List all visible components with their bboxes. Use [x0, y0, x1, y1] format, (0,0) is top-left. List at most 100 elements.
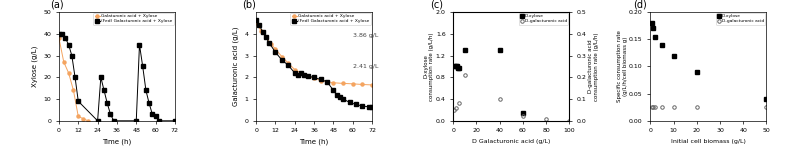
(Fed) Galacturonic acid + Xylose: [264, 42, 274, 43]
(Fed) Galacturonic acid + Xylose: [74, 100, 83, 102]
(Fed) Galacturonic acid + Xylose: [296, 72, 306, 74]
(Fed) Galacturonic acid + Xylose: [255, 24, 264, 26]
Galaturonic acid + Xylose: [83, 120, 93, 122]
(Fed) Galacturonic acid + Xylose: [138, 66, 148, 67]
X-axis label: Time (h): Time (h): [102, 139, 131, 146]
Line: (Fed) Galacturonic acid + Xylose: (Fed) Galacturonic acid + Xylose: [57, 32, 176, 122]
Galaturonic acid + Xylose: [74, 116, 83, 117]
(Fed) Galacturonic acid + Xylose: [141, 89, 151, 91]
Galaturonic acid + Xylose: [277, 56, 287, 58]
X-axis label: D Galacturonic acid (g/L): D Galacturonic acid (g/L): [472, 139, 550, 144]
D-xylose: [495, 49, 505, 51]
Legend: Galaturonic acid + Xylose, (Fed) Galacturonic acid + Xylose: Galaturonic acid + Xylose, (Fed) Galactu…: [94, 13, 174, 24]
(Fed) Galacturonic acid + Xylose: [358, 105, 367, 107]
(Fed) Galacturonic acid + Xylose: [171, 120, 180, 122]
(Fed) Galacturonic acid + Xylose: [290, 72, 299, 74]
D-galacturonic acid: [647, 106, 656, 108]
D-galacturonic acid: [564, 120, 574, 122]
Y-axis label: Galacturonic acid (g/L): Galacturonic acid (g/L): [233, 27, 239, 106]
(Fed) Galacturonic acid + Xylose: [252, 19, 261, 21]
D-xylose: [451, 66, 461, 67]
D-galacturonic acid: [450, 109, 459, 111]
D-galacturonic acid: [650, 106, 659, 108]
(Fed) Galacturonic acid + Xylose: [351, 104, 361, 105]
D-galacturonic acid: [762, 106, 771, 108]
Text: (a): (a): [50, 0, 64, 10]
D-xylose: [454, 67, 464, 68]
Y-axis label: Specific consumption rate
(g/L/h/cell biomass g): Specific consumption rate (g/L/h/cell bi…: [617, 31, 627, 102]
(Fed) Galacturonic acid + Xylose: [322, 81, 332, 83]
(Fed) Galacturonic acid + Xylose: [57, 33, 67, 35]
(Fed) Galacturonic acid + Xylose: [258, 31, 267, 33]
(Fed) Galacturonic acid + Xylose: [54, 33, 64, 35]
D-galacturonic acid: [460, 74, 469, 76]
(Fed) Galacturonic acid + Xylose: [64, 44, 73, 46]
(Fed) Galacturonic acid + Xylose: [299, 74, 309, 76]
(Fed) Galacturonic acid + Xylose: [284, 64, 293, 66]
D-xylose: [762, 98, 771, 100]
Line: D-galacturonic acid: D-galacturonic acid: [650, 106, 768, 109]
Legend: Galaturonic acid + Xylose, (Fed) Galacturonic acid + Xylose: Galaturonic acid + Xylose, (Fed) Galactu…: [291, 13, 371, 24]
(Fed) Galacturonic acid + Xylose: [345, 101, 354, 103]
Line: Galaturonic acid + Xylose: Galaturonic acid + Xylose: [255, 21, 373, 87]
(Fed) Galacturonic acid + Xylose: [93, 120, 102, 122]
(Fed) Galacturonic acid + Xylose: [154, 120, 163, 122]
Galaturonic acid + Xylose: [252, 22, 261, 24]
Legend: D-xylose, D-galacturonic acid: D-xylose, D-galacturonic acid: [519, 13, 568, 24]
(Fed) Galacturonic acid + Xylose: [109, 120, 119, 122]
Galaturonic acid + Xylose: [316, 80, 325, 82]
Galaturonic acid + Xylose: [303, 75, 312, 77]
(Fed) Galacturonic acid + Xylose: [134, 44, 144, 46]
(Fed) Galacturonic acid + Xylose: [303, 75, 312, 77]
Y-axis label: Xylose (g/L): Xylose (g/L): [31, 46, 38, 87]
(Fed) Galacturonic acid + Xylose: [145, 103, 154, 104]
Galaturonic acid + Xylose: [261, 36, 270, 38]
D-xylose: [669, 55, 678, 56]
Galaturonic acid + Xylose: [367, 84, 376, 86]
D-xylose: [450, 66, 459, 67]
(Fed) Galacturonic acid + Xylose: [102, 103, 112, 104]
(Fed) Galacturonic acid + Xylose: [106, 113, 116, 115]
Legend: D-xylose, D-galacturonic acid: D-xylose, D-galacturonic acid: [716, 13, 766, 24]
(Fed) Galacturonic acid + Xylose: [367, 106, 376, 108]
Y-axis label: D-galacturonic acid
consumption rate (g/L/h): D-galacturonic acid consumption rate (g/…: [588, 32, 599, 101]
Galaturonic acid + Xylose: [358, 84, 367, 85]
Text: (b): (b): [242, 0, 256, 10]
D-xylose: [692, 71, 701, 73]
D-galacturonic acid: [657, 106, 667, 108]
Galaturonic acid + Xylose: [310, 77, 319, 79]
Line: Galaturonic acid + Xylose: Galaturonic acid + Xylose: [57, 37, 90, 122]
(Fed) Galacturonic acid + Xylose: [293, 74, 303, 76]
D-xylose: [454, 67, 463, 68]
D-xylose: [460, 49, 469, 51]
D-xylose: [650, 36, 659, 37]
(Fed) Galacturonic acid + Xylose: [96, 76, 105, 78]
Y-axis label: D-xylose
consumption rate (g/L/h): D-xylose consumption rate (g/L/h): [424, 32, 435, 101]
(Fed) Galacturonic acid + Xylose: [99, 89, 108, 91]
(Fed) Galacturonic acid + Xylose: [61, 37, 70, 39]
Galaturonic acid + Xylose: [329, 82, 338, 84]
D-galacturonic acid: [451, 107, 461, 109]
D-galacturonic acid: [518, 116, 527, 117]
(Fed) Galacturonic acid + Xylose: [270, 51, 280, 53]
D-xylose: [648, 27, 657, 29]
Galaturonic acid + Xylose: [54, 37, 64, 39]
(Fed) Galacturonic acid + Xylose: [335, 96, 344, 98]
D-galacturonic acid: [454, 103, 464, 104]
Galaturonic acid + Xylose: [322, 81, 332, 83]
D-xylose: [647, 22, 656, 24]
D-galacturonic acid: [692, 106, 701, 108]
(Fed) Galacturonic acid + Xylose: [131, 120, 141, 122]
Line: D-xylose: D-xylose: [650, 21, 768, 101]
Galaturonic acid + Xylose: [68, 89, 78, 91]
(Fed) Galacturonic acid + Xylose: [151, 116, 160, 117]
(Fed) Galacturonic acid + Xylose: [332, 94, 341, 96]
Line: D-xylose: D-xylose: [453, 48, 524, 114]
Galaturonic acid + Xylose: [270, 48, 280, 50]
(Fed) Galacturonic acid + Xylose: [338, 98, 347, 100]
Text: 3.86 g/L: 3.86 g/L: [353, 33, 378, 38]
Galaturonic acid + Xylose: [290, 69, 299, 71]
Galaturonic acid + Xylose: [79, 118, 88, 120]
Text: (d): (d): [633, 0, 647, 10]
(Fed) Galacturonic acid + Xylose: [316, 79, 325, 80]
